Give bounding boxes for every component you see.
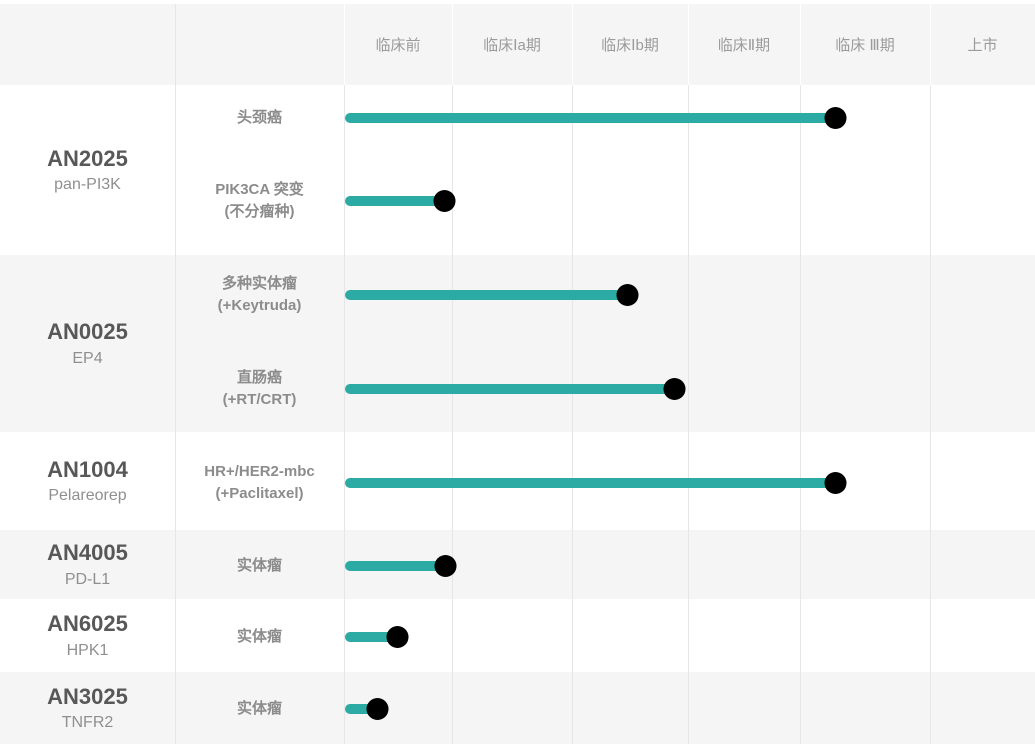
grid-line — [572, 85, 573, 744]
drug-target: pan-PI3K — [54, 176, 121, 194]
indication-line: 多种实体瘤 — [221, 275, 297, 292]
header-band — [0, 4, 1035, 85]
indication-line: 实体瘤 — [236, 628, 282, 645]
row-bg-an3025 — [0, 672, 1035, 744]
progress-bar-solid-keytruda — [345, 283, 639, 307]
drug-target: PD-L1 — [64, 570, 111, 588]
drug-cell-an3025: AN3025 TNFR2 — [0, 672, 175, 744]
indication-line: (不分瘤种) — [224, 203, 295, 220]
header-divider — [800, 4, 801, 85]
phase-header-market: 上市 — [930, 4, 1035, 85]
drug-code: AN6025 — [47, 611, 128, 637]
header-divider — [930, 4, 931, 85]
grid-line — [930, 85, 931, 744]
globe-icon — [366, 697, 389, 721]
drug-code: AN2025 — [47, 145, 128, 171]
drug-cell-an2025: AN2025 pan-PI3K — [0, 85, 175, 255]
indication-pik3ca: PIK3CA 突变 (不分瘤种) — [175, 161, 344, 241]
indication-line: 实体瘤 — [236, 700, 282, 717]
drug-cell-an1004: AN1004 Pelareorep — [0, 432, 175, 530]
row-bg-an0025 — [0, 255, 1035, 432]
phase-header-preclinical: 临床前 — [344, 4, 452, 85]
globe-icon — [434, 554, 457, 578]
drug-code: AN3025 — [47, 683, 128, 709]
progress-bar-head-neck — [345, 106, 847, 130]
drug-cell-an4005: AN4005 PD-L1 — [0, 530, 175, 599]
header-divider — [688, 4, 689, 85]
grid-line — [688, 85, 689, 744]
drug-target: HPK1 — [66, 641, 109, 659]
indication-line: 头颈癌 — [236, 109, 282, 126]
indication-mbc: HR+/HER2-mbc (+Paclitaxel) — [175, 443, 344, 523]
indication-solid-an6025: 实体瘤 — [175, 607, 344, 667]
progress-bar-solid-an6025 — [345, 625, 409, 649]
indication-solid-an4005: 实体瘤 — [175, 536, 344, 596]
phase-label: 上市 — [967, 37, 998, 54]
indication-head-neck: 头颈癌 — [175, 88, 344, 148]
globe-icon — [824, 471, 847, 495]
phase-header-3: 临床 Ⅲ期 — [800, 4, 930, 85]
indication-line: (+RT/CRT) — [222, 391, 297, 408]
drug-cell-an0025: AN0025 EP4 — [0, 255, 175, 432]
progress-bar-solid-an3025 — [345, 697, 389, 721]
globe-icon — [824, 106, 847, 130]
progress-bar-pik3ca — [345, 189, 456, 213]
indication-solid-keytruda: 多种实体瘤 (+Keytruda) — [175, 255, 344, 335]
drug-code: AN0025 — [47, 319, 128, 345]
header-divider — [572, 4, 573, 85]
indication-line: (+Keytruda) — [217, 297, 302, 314]
grid-line — [800, 85, 801, 744]
grid-line — [344, 85, 345, 744]
progress-bar-solid-an4005 — [345, 554, 457, 578]
drug-code: AN4005 — [47, 540, 128, 566]
drug-cell-an6025: AN6025 HPK1 — [0, 599, 175, 672]
globe-icon — [663, 377, 686, 401]
grid-line — [452, 85, 453, 744]
phase-label: 临床Ⅰa期 — [483, 37, 541, 54]
header-divider — [452, 4, 453, 85]
phase-header-1b: 临床Ⅰb期 — [572, 4, 688, 85]
phase-label: 临床 Ⅲ期 — [835, 37, 895, 54]
drug-code: AN1004 — [47, 456, 128, 482]
indication-rectal: 直肠癌 (+RT/CRT) — [175, 349, 344, 429]
row-bg-an4005 — [0, 530, 1035, 599]
drug-target: Pelareorep — [48, 487, 127, 505]
phase-label: 临床Ⅱ期 — [717, 37, 771, 54]
globe-icon — [386, 625, 409, 649]
phase-label: 临床Ⅰb期 — [601, 37, 659, 54]
phase-header-1a: 临床Ⅰa期 — [452, 4, 572, 85]
phase-header-2: 临床Ⅱ期 — [688, 4, 800, 85]
indication-solid-an3025: 实体瘤 — [175, 679, 344, 739]
indication-line: HR+/HER2-mbc — [204, 463, 315, 480]
progress-bar-mbc — [345, 471, 847, 495]
indication-line: PIK3CA 突变 — [215, 181, 304, 198]
header-divider — [344, 4, 345, 85]
progress-bar-rectal — [345, 377, 686, 401]
indication-line: 直肠癌 — [236, 369, 282, 386]
drug-target: TNFR2 — [61, 714, 114, 732]
globe-icon — [433, 189, 456, 213]
phase-label: 临床前 — [375, 37, 421, 54]
globe-icon — [616, 283, 639, 307]
indication-line: 实体瘤 — [236, 557, 282, 574]
drug-target: EP4 — [72, 349, 103, 367]
column-divider — [175, 4, 176, 744]
indication-line: (+Paclitaxel) — [215, 485, 304, 502]
